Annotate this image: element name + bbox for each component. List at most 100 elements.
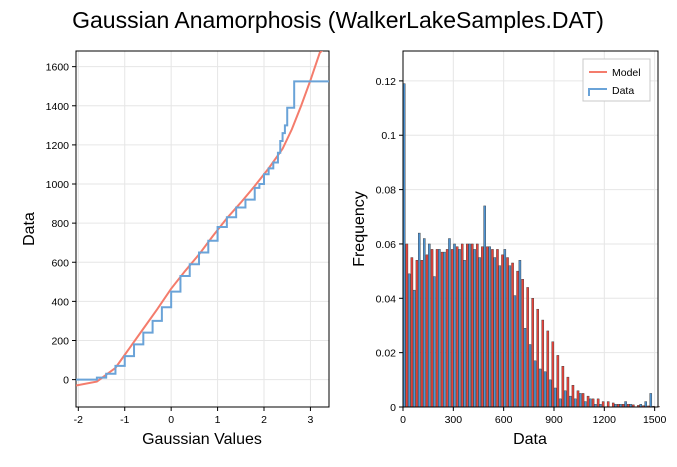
legend-data-swatch	[588, 88, 607, 96]
model-bar	[576, 390, 580, 408]
data-bar	[453, 243, 456, 408]
left-ticks: -2 -1 0 1 2 3 0 200 400 600 800 1000 1200 1400 1600	[46, 62, 314, 426]
model-bar	[551, 341, 555, 408]
data-bar	[498, 265, 502, 408]
left-y-tick-label: 1600	[46, 62, 70, 74]
right-y-tick-label: 0.12	[376, 76, 397, 88]
data-bar	[518, 260, 522, 408]
left-y-tick-label: 0	[63, 375, 69, 387]
data-curve	[76, 80, 329, 381]
legend: Model Data	[582, 58, 651, 102]
model-bar	[506, 257, 509, 408]
model-bar	[571, 385, 575, 408]
data-bar	[463, 260, 466, 408]
right-x-tick-label: 1200	[593, 414, 617, 426]
data-bar	[579, 393, 582, 408]
right-x-tick-label: 900	[545, 414, 563, 426]
model-bar	[471, 243, 474, 408]
data-bar	[523, 327, 527, 408]
left-y-tick-label: 1000	[46, 179, 70, 191]
data-bar	[584, 401, 587, 408]
model-bar	[455, 246, 459, 408]
left-y-tick-label: 600	[51, 257, 69, 269]
data-bar	[418, 232, 421, 408]
data-bar	[558, 398, 562, 408]
data-bar	[503, 249, 507, 408]
data-bar	[644, 401, 647, 408]
model-bar	[501, 254, 504, 408]
model-bar	[491, 249, 494, 408]
model-bar	[425, 254, 429, 408]
model-bar	[476, 243, 479, 408]
right-y-tick-label: 0.04	[376, 293, 397, 305]
right-x-tick-label: 0	[400, 414, 406, 426]
right-x-axis-label: Data	[513, 431, 547, 448]
data-bar	[493, 257, 497, 408]
data-bar	[574, 398, 577, 408]
left-x-tick-label: 3	[308, 414, 314, 426]
data-bar	[468, 243, 471, 408]
right-x-tick-label: 300	[445, 414, 463, 426]
model-bar	[415, 260, 419, 408]
model-bar	[586, 395, 590, 408]
left-y-tick-label: 1200	[46, 140, 70, 152]
left-x-tick-label: -2	[74, 414, 83, 426]
right-y-tick-label: 0.1	[381, 130, 396, 142]
histogram-chart: 0 300 600 900 1200 1500 0 0.02 0.04 0.06 0.08 0.1 0.…	[351, 50, 667, 448]
data-bar	[458, 249, 461, 408]
left-y-axis-label: Data	[21, 212, 38, 246]
data-bar	[407, 273, 411, 408]
legend-box	[582, 58, 651, 102]
left-y-tick-label: 400	[51, 296, 69, 308]
model-bar	[481, 246, 484, 408]
model-bar	[430, 249, 434, 408]
model-bar	[450, 249, 454, 408]
left-y-tick-label: 1400	[46, 101, 70, 113]
left-x-tick-label: 1	[215, 414, 221, 426]
right-plot-frame	[402, 50, 659, 408]
model-bar	[611, 402, 615, 408]
legend-model-label: Model	[612, 67, 641, 79]
model-bar	[561, 366, 565, 408]
left-x-axis-label: Gaussian Values	[142, 431, 262, 448]
model-bar	[526, 287, 529, 408]
model-bar	[591, 398, 595, 408]
data-bar	[538, 368, 542, 408]
data-bar	[478, 257, 481, 408]
right-y-tick-label: 0.06	[376, 239, 397, 251]
left-x-tick-label: 2	[261, 414, 267, 426]
model-bar	[566, 376, 570, 408]
model-bar	[435, 249, 439, 408]
model-bar	[541, 319, 545, 408]
model-bar	[405, 243, 409, 408]
model-bar	[420, 260, 424, 408]
data-bar	[483, 205, 486, 408]
data-bar	[649, 393, 653, 408]
model-curve	[76, 51, 323, 387]
data-bar	[589, 398, 592, 408]
model-bar	[486, 246, 489, 408]
figure-title: Gaussian Anamorphosis (WalkerLakeSamples…	[72, 7, 604, 33]
data-bar	[563, 390, 567, 408]
data-bar	[568, 395, 572, 408]
model-bar	[445, 249, 449, 408]
model-bar	[460, 243, 464, 408]
model-bar	[440, 251, 444, 408]
right-y-tick-label: 0	[390, 402, 396, 414]
data-bar	[443, 251, 446, 408]
data-bar	[473, 249, 476, 408]
right-x-tick-label: 1500	[643, 414, 667, 426]
model-bar	[601, 401, 605, 408]
model-bar	[556, 355, 560, 408]
model-bar	[546, 330, 550, 408]
data-bar	[508, 265, 512, 408]
right-bars	[402, 83, 660, 408]
model-bar	[531, 298, 534, 408]
left-y-tick-label: 800	[51, 218, 69, 230]
model-bar	[516, 270, 519, 408]
left-series	[76, 51, 329, 387]
data-bar	[533, 360, 537, 408]
data-bar	[423, 238, 426, 408]
data-bar	[488, 246, 491, 408]
